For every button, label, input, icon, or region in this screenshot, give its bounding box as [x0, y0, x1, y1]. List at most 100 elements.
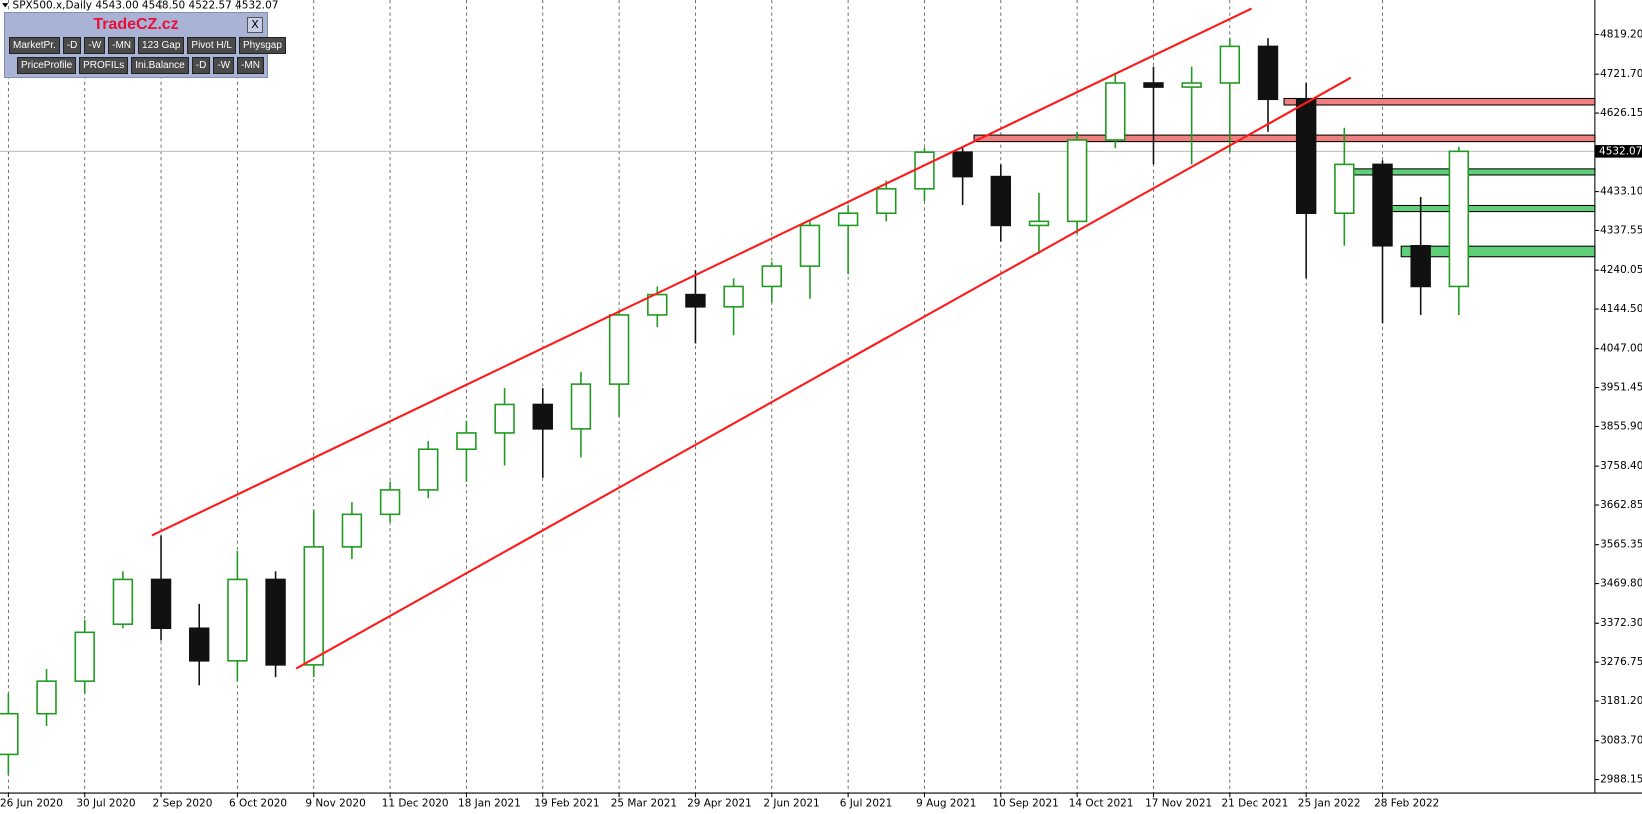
y-tick-label: 3083.70	[1600, 735, 1642, 747]
y-tick-label: 4433.10	[1600, 186, 1642, 198]
last-price-box	[1594, 145, 1642, 158]
candle-body	[265, 578, 286, 666]
candle-body	[227, 578, 248, 662]
candle-body	[1105, 82, 1126, 141]
candle-body	[876, 188, 897, 215]
panel-title: TradeCZ.cz	[93, 16, 179, 33]
x-tick-label: 25 Mar 2021	[611, 798, 677, 810]
header-arrow	[2, 3, 9, 8]
candle-body	[150, 578, 172, 630]
candle-body	[799, 224, 821, 267]
panel-button[interactable]: -MN	[237, 57, 264, 74]
x-tick-label: 30 Jul 2020	[76, 798, 135, 810]
y-tick-label: 4240.05	[1600, 264, 1642, 276]
candle-body	[36, 680, 57, 715]
y-tick-label: 4337.55	[1600, 224, 1642, 236]
y-tick-label: 3565.35	[1600, 539, 1642, 551]
trendline	[151, 7, 1253, 537]
x-tick-label: 9 Nov 2020	[305, 798, 365, 810]
y-tick-label: 4144.50	[1600, 303, 1642, 315]
candle-body	[1410, 244, 1431, 288]
candle-body	[837, 212, 859, 227]
x-tick-label: 19 Feb 2021	[534, 798, 599, 810]
panel-button[interactable]: MarketPr.	[9, 37, 60, 54]
x-tick-label: 2 Sep 2020	[153, 798, 213, 810]
x-tick-label: 28 Feb 2022	[1374, 798, 1439, 810]
candle-body	[1448, 150, 1470, 288]
panel-button[interactable]: 123 Gap	[138, 37, 185, 54]
candle-body	[532, 403, 553, 430]
trendline	[295, 76, 1352, 670]
y-tick-label: 4626.15	[1600, 107, 1642, 119]
panel-close[interactable]: X	[247, 17, 263, 33]
x-tick-label: 26 Jun 2020	[0, 798, 63, 810]
candle-body	[647, 293, 668, 316]
candle-body	[379, 489, 401, 516]
x-tick-label: 18 Jan 2021	[458, 798, 521, 810]
x-tick-label: 9 Aug 2021	[916, 798, 976, 810]
panel-button[interactable]: Ini.Balance	[131, 57, 189, 74]
candle-body	[990, 175, 1012, 227]
price-zone	[973, 134, 1596, 143]
panel-button[interactable]: PROFILs	[79, 57, 129, 74]
candle-body	[418, 448, 439, 491]
x-tick-label: 21 Dec 2021	[1221, 798, 1288, 810]
x-tick-label: 25 Jan 2022	[1298, 798, 1361, 810]
panel-button[interactable]: PriceProfile	[17, 57, 77, 74]
price-zone	[1283, 97, 1596, 106]
candle-body	[74, 631, 95, 682]
x-tick-label: 6 Oct 2020	[229, 798, 287, 810]
candle-body	[608, 314, 630, 385]
last-price-label: 4532.07	[1599, 145, 1642, 157]
panel-button[interactable]: -W	[84, 37, 106, 54]
panel-button[interactable]: Physgap	[238, 37, 286, 54]
candle-body	[570, 383, 592, 430]
tradecz-panel: TradeCZ.cz X MarketPr. -D -W -MN 123 Gap Pivo…	[4, 12, 286, 78]
candle-body	[456, 432, 477, 451]
candle-body	[1219, 45, 1241, 84]
candle-body	[1295, 98, 1317, 215]
y-tick-label: 3181.20	[1600, 695, 1642, 707]
candle-body	[494, 403, 515, 434]
candle-body	[189, 627, 210, 662]
x-tick-label: 29 Apr 2021	[687, 798, 752, 810]
panel-button[interactable]: -MN	[108, 37, 136, 54]
price-zone	[1400, 245, 1596, 258]
x-tick-label: 11 Dec 2020	[382, 798, 449, 810]
x-tick-label: 10 Sep 2021	[992, 798, 1058, 810]
y-tick-label: 4047.00	[1600, 343, 1642, 355]
candle-body	[341, 513, 363, 548]
x-tick-label: 6 Jul 2021	[840, 798, 893, 810]
price-zone	[1375, 204, 1596, 213]
candle-body	[685, 293, 706, 308]
candle-body	[1372, 163, 1393, 247]
x-tick-label: 2 Jun 2021	[763, 798, 819, 810]
y-tick-label: 3276.75	[1600, 656, 1642, 668]
candle-body	[1066, 139, 1088, 223]
panel-button[interactable]: -W	[213, 57, 235, 74]
y-tick-label: 3855.90	[1600, 420, 1642, 432]
chart-header: SPX500.x,Daily 4543.00 4548.50 4522.57 4…	[13, 0, 279, 11]
candle-body	[761, 265, 782, 288]
button-row: MarketPr. -D -W -MN 123 Gap Pivot H/L Physgap	[9, 37, 286, 54]
candle-body	[0, 712, 19, 756]
candle-body	[1143, 82, 1164, 88]
y-tick-label: 3951.45	[1600, 382, 1642, 394]
button-row: PriceProfile PROFILs Ini.Balance -D -W -MN	[17, 57, 264, 74]
panel-button[interactable]: -D	[191, 57, 211, 74]
candle-body	[723, 285, 744, 308]
panel-button[interactable]: -D	[62, 37, 82, 54]
candle-body	[1181, 82, 1202, 88]
candle-body	[112, 578, 134, 625]
y-tick-label: 4721.70	[1600, 68, 1642, 80]
y-tick-label: 4819.20	[1600, 29, 1642, 41]
candle-body	[1028, 220, 1050, 227]
candle-body	[1334, 163, 1355, 215]
candle-body	[952, 151, 973, 178]
x-tick-label: 17 Nov 2021	[1145, 798, 1212, 810]
y-tick-label: 3758.40	[1600, 460, 1642, 472]
x-tick-label: 14 Oct 2021	[1069, 798, 1134, 810]
panel-button[interactable]: Pivot H/L	[187, 37, 236, 54]
